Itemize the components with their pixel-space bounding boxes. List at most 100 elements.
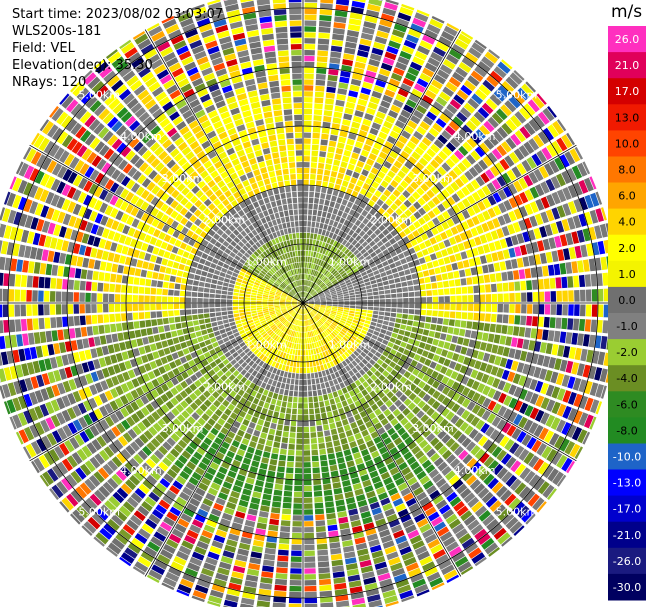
velocity-bin [347,96,357,104]
velocity-bin [355,294,361,298]
velocity-bin [270,398,277,405]
velocity-bin [294,473,303,480]
velocity-bin [212,391,220,399]
velocity-bin [363,144,372,152]
velocity-bin [437,340,445,348]
velocity-bin [343,307,350,310]
velocity-bin [525,513,536,525]
velocity-bin [578,179,589,194]
velocity-bin [422,213,431,222]
velocity-bin [151,279,158,287]
velocity-bin [344,303,350,306]
velocity-bin [333,22,346,29]
velocity-bin [61,497,74,511]
velocity-bin [325,264,331,270]
velocity-bin [369,276,376,281]
velocity-bin [286,461,294,468]
velocity-bin [87,516,101,530]
velocity-bin [402,263,409,270]
velocity-bin [418,257,426,265]
velocity-bin [349,327,355,332]
velocity-bin [162,441,172,451]
velocity-bin [383,285,390,290]
velocity-bin [295,468,303,474]
velocity-bin [402,287,408,292]
velocity-bin [262,301,268,303]
velocity-bin [430,51,443,63]
velocity-bin [168,289,174,296]
velocity-bin [455,287,462,295]
velocity-bin [303,226,307,233]
velocity-bin [395,579,410,589]
velocity-bin [589,416,597,430]
velocity-bin [342,264,349,270]
velocity-bin [20,289,26,302]
velocity-bin [350,519,362,528]
velocity-bin [276,381,282,388]
velocity-bin [331,294,337,297]
velocity-bin [397,508,409,518]
velocity-bin [432,380,440,389]
velocity-bin [497,293,503,302]
velocity-bin [335,99,345,107]
velocity-bin [474,505,488,518]
velocity-bin [584,319,591,332]
velocity-bin [270,339,276,346]
velocity-bin [410,181,419,190]
velocity-bin [360,312,367,316]
velocity-bin [363,75,375,84]
velocity-bin [340,413,347,421]
velocity-bin [370,431,379,439]
velocity-bin [217,395,225,403]
velocity-bin [380,13,395,22]
velocity-bin [349,337,355,344]
velocity-bin [155,341,163,350]
velocity-bin [370,374,378,382]
velocity-bin [66,493,79,507]
velocity-bin [470,227,479,237]
velocity-bin [314,502,324,509]
velocity-bin [97,293,103,302]
velocity-bin [329,287,335,291]
velocity-bin [405,99,417,109]
velocity-bin [265,327,271,333]
velocity-bin [317,289,323,294]
velocity-bin [526,437,537,450]
velocity-bin [245,311,251,315]
velocity-bin [491,416,502,427]
velocity-bin [261,340,268,347]
velocity-bin [386,45,399,55]
velocity-bin [313,233,318,240]
velocity-bin [602,320,609,334]
velocity-bin [310,311,315,316]
velocity-bin [579,196,589,211]
velocity-bin [201,456,211,466]
velocity-bin [603,288,610,302]
velocity-bin [321,284,327,289]
velocity-bin [287,449,295,456]
velocity-bin [419,72,432,83]
velocity-bin [445,264,453,272]
velocity-bin [319,9,333,16]
velocity-bin [380,180,389,188]
velocity-bin [215,529,227,538]
velocity-bin [406,140,417,150]
velocity-bin [476,407,486,418]
velocity-bin [446,218,455,228]
velocity-bin [396,308,403,313]
velocity-bin [508,95,521,109]
velocity-bin [389,317,396,322]
velocity-bin [305,286,308,292]
velocity-bin [348,182,355,190]
velocity-bin [229,576,243,585]
velocity-bin [372,355,379,362]
velocity-bin [137,421,147,432]
velocity-bin [184,396,193,405]
velocity-bin [157,554,171,565]
velocity-bin [349,308,356,311]
velocity-bin [335,350,341,357]
velocity-bin [274,483,283,491]
velocity-bin [251,362,258,370]
velocity-bin [375,486,386,495]
velocity-bin [468,428,479,440]
